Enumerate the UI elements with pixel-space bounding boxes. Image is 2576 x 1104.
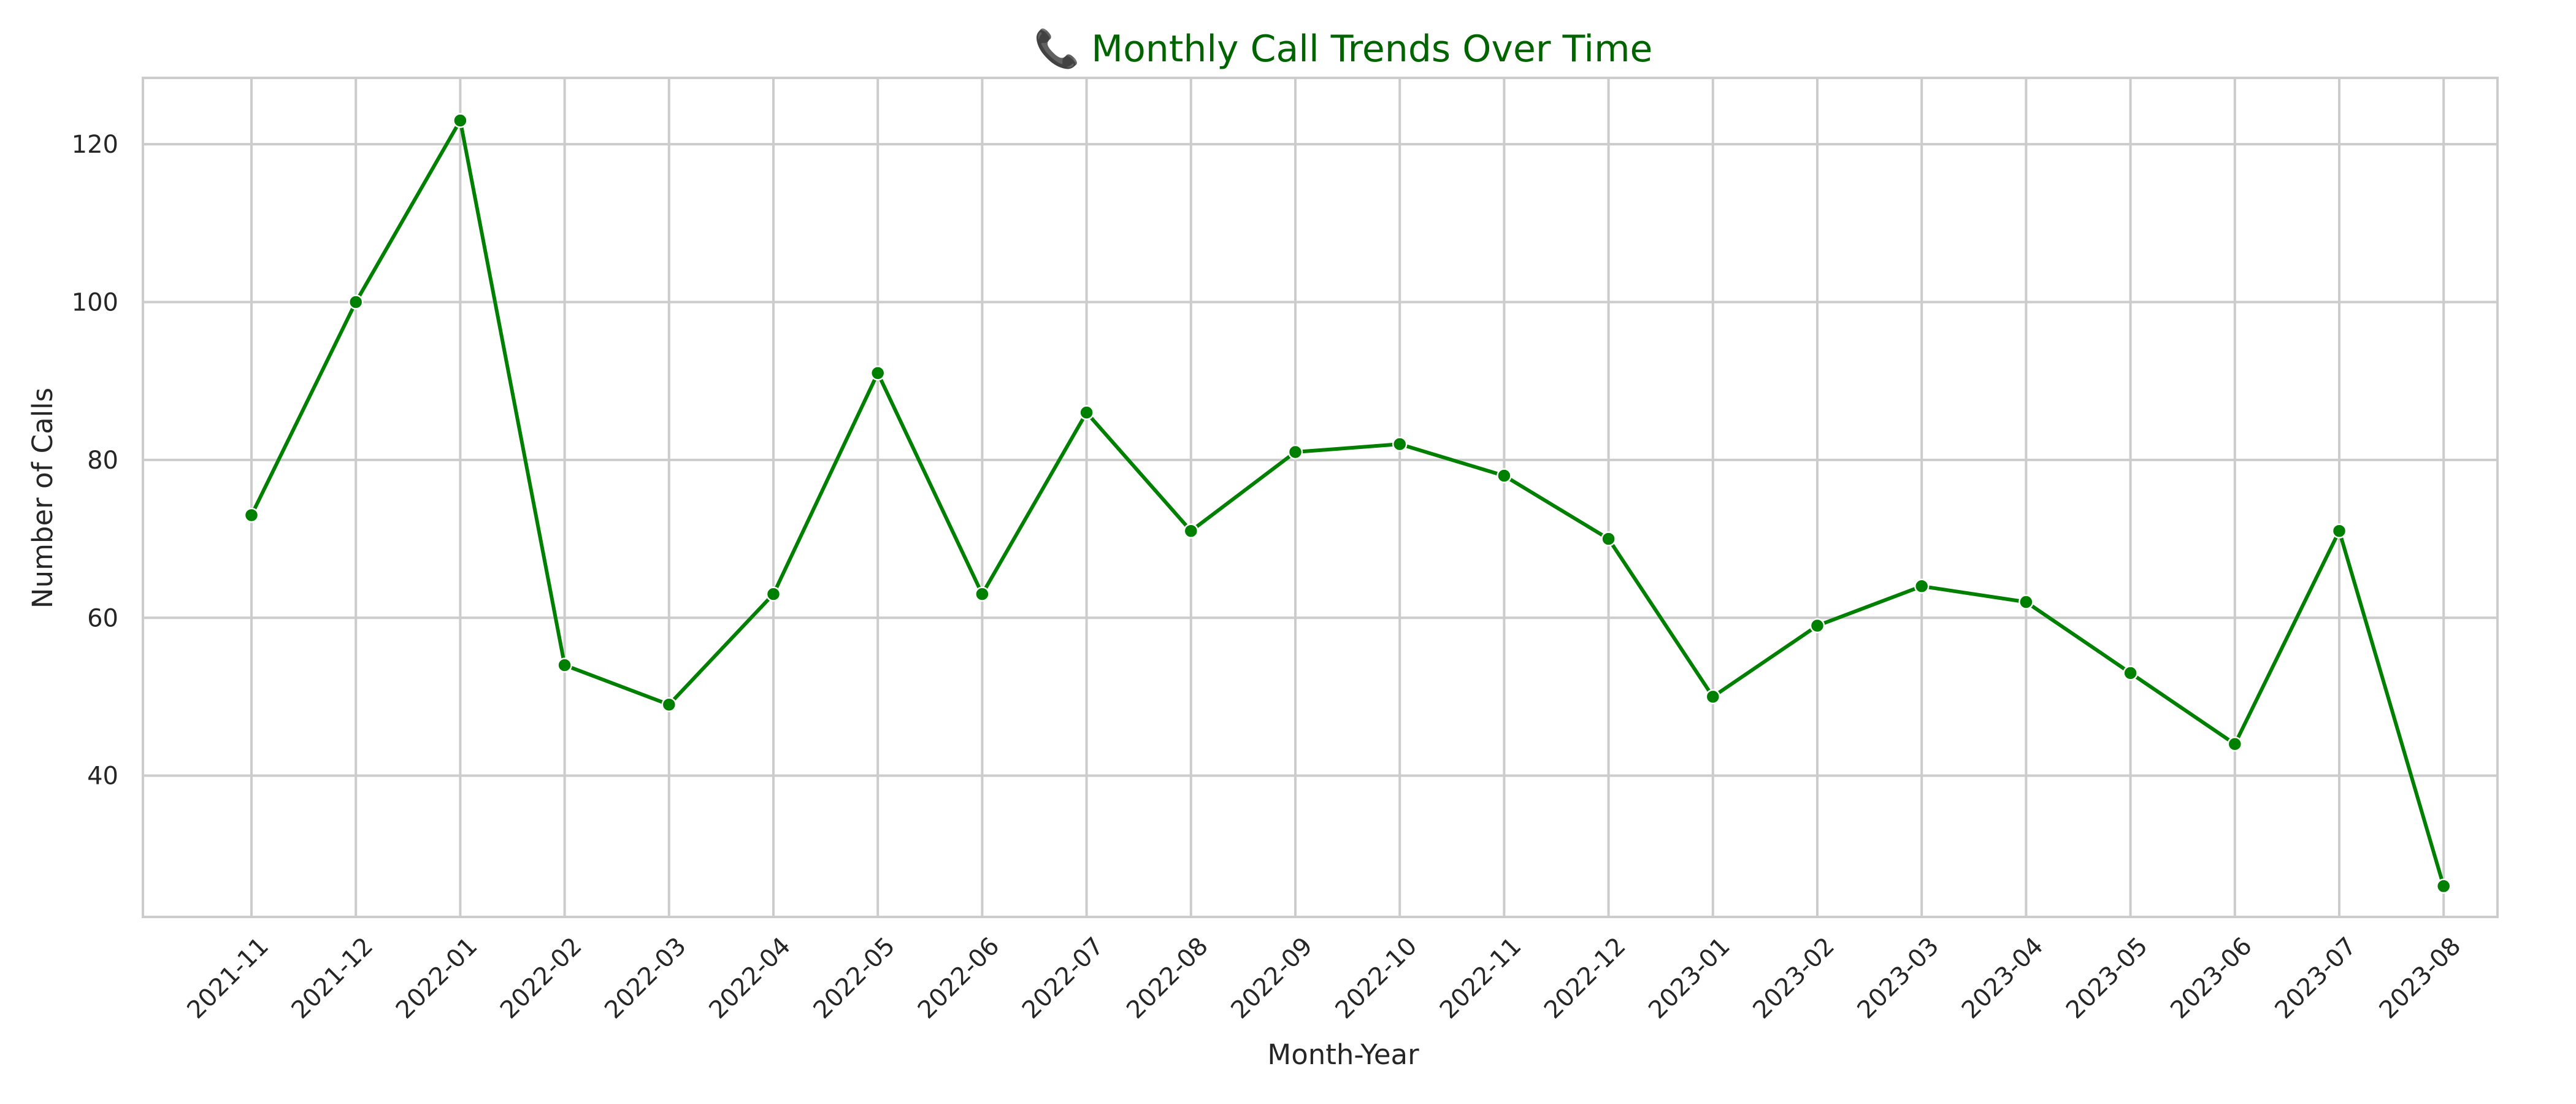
data-point [975, 586, 990, 602]
data-point [2018, 594, 2034, 610]
data-point [661, 697, 677, 713]
data-point [1809, 618, 1825, 634]
y-tick-labels: 40 60 80 100 120 [72, 131, 118, 791]
y-tick-label: 100 [72, 288, 118, 316]
data-point [1601, 531, 1616, 546]
data-point [1392, 436, 1408, 452]
data-points [243, 113, 2451, 894]
data-point [348, 294, 364, 310]
data-point [1914, 578, 1930, 594]
y-tick-label: 40 [87, 762, 118, 791]
series-line [250, 118, 2446, 887]
chart-title: 📞 Monthly Call Trends Over Time [1034, 25, 1653, 71]
data-point [1183, 523, 1199, 539]
data-point [557, 657, 572, 673]
data-point [2436, 878, 2451, 894]
data-point [1287, 444, 1303, 460]
data-point [1705, 689, 1721, 705]
data-point [870, 366, 886, 381]
x-axis-label: Month-Year [1267, 1038, 1419, 1071]
data-point [453, 113, 468, 128]
data-point [765, 586, 781, 602]
data-point [1497, 468, 1512, 483]
y-tick-label: 120 [72, 131, 118, 159]
data-point [1079, 405, 1094, 420]
data-point [2123, 665, 2138, 681]
data-point [2331, 523, 2347, 539]
plot-frame [142, 77, 2499, 918]
y-gridlines [143, 143, 2497, 777]
y-axis-label: Number of Calls [26, 388, 59, 608]
y-tick-label: 80 [87, 447, 118, 475]
x-gridlines [250, 78, 2445, 917]
data-point [243, 507, 259, 523]
y-tick-label: 60 [87, 604, 118, 632]
data-point [2227, 736, 2243, 752]
